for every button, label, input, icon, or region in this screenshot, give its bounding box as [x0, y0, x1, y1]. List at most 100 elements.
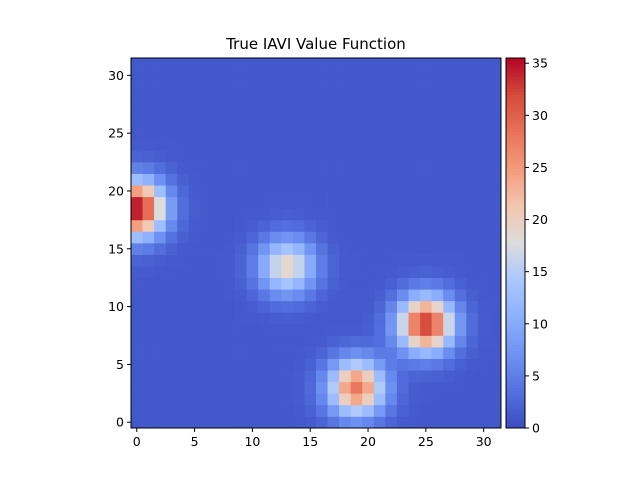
- heatmap-cell: [258, 58, 271, 70]
- heatmap-cell: [142, 266, 155, 279]
- colorbar-segment: [506, 221, 525, 225]
- heatmap-cell: [200, 312, 213, 325]
- heatmap-cell: [281, 150, 294, 163]
- colorbar-segment: [506, 320, 525, 324]
- heatmap-cell: [165, 173, 178, 186]
- colorbar-segment: [506, 329, 525, 333]
- heatmap-cell: [420, 416, 432, 429]
- heatmap-cell: [188, 370, 201, 383]
- heatmap-cell: [154, 150, 167, 163]
- heatmap-cell: [269, 185, 282, 198]
- heatmap-cell: [292, 381, 305, 394]
- colorbar-segment: [506, 206, 525, 210]
- heatmap-cell: [131, 127, 143, 140]
- heatmap-cell: [477, 58, 490, 70]
- heatmap-cell: [477, 335, 490, 348]
- heatmap-cell: [177, 115, 190, 128]
- heatmap-cell: [316, 69, 328, 82]
- colorbar-segment: [506, 110, 525, 114]
- heatmap-cell: [177, 358, 190, 371]
- heatmap-cell: [362, 104, 375, 117]
- colorbar-segment: [506, 258, 525, 262]
- heatmap-cell: [489, 254, 502, 267]
- heatmap-cell: [211, 370, 224, 383]
- heatmap-cell: [269, 370, 282, 383]
- heatmap-cell: [350, 393, 363, 406]
- heatmap-cell: [431, 254, 444, 267]
- heatmap-cell: [443, 243, 456, 255]
- heatmap-cell: [223, 104, 236, 117]
- heatmap-cell: [131, 370, 143, 383]
- heatmap-cell: [489, 69, 502, 82]
- heatmap-cell: [154, 277, 167, 290]
- heatmap-cell: [466, 335, 479, 348]
- heatmap-cell: [420, 404, 432, 417]
- heatmap-cell: [142, 138, 155, 151]
- heatmap-cell: [142, 104, 155, 117]
- heatmap-cell: [385, 231, 398, 244]
- heatmap-cell: [454, 162, 467, 174]
- colorbar-segment: [506, 64, 525, 68]
- heatmap-cell: [188, 231, 201, 244]
- heatmap-cell: [258, 185, 271, 198]
- heatmap-cell: [373, 243, 386, 255]
- heatmap-cell: [339, 312, 352, 325]
- colorbar-segment: [506, 289, 525, 293]
- heatmap-cell: [420, 254, 432, 267]
- heatmap-cell: [420, 104, 432, 117]
- heatmap-cell: [477, 381, 490, 394]
- heatmap-cell: [408, 196, 421, 209]
- heatmap-cell: [281, 393, 294, 406]
- heatmap-cell: [431, 289, 444, 302]
- heatmap-cell: [177, 335, 190, 348]
- heatmap-cell: [350, 58, 363, 70]
- heatmap-cell: [373, 150, 386, 163]
- heatmap-cell: [420, 196, 432, 209]
- heatmap-cell: [235, 404, 247, 417]
- heatmap-cell: [223, 347, 236, 359]
- heatmap-cell: [177, 196, 190, 209]
- heatmap-cell: [188, 381, 201, 394]
- heatmap-cell: [235, 92, 247, 105]
- colorbar-segment: [506, 190, 525, 195]
- heatmap-cell: [396, 277, 409, 290]
- heatmap-cell: [477, 416, 490, 429]
- heatmap-cell: [211, 231, 224, 244]
- heatmap-cell: [408, 138, 421, 151]
- heatmap-cell: [443, 58, 456, 70]
- heatmap-cell: [431, 370, 444, 383]
- heatmap-cell: [304, 404, 317, 417]
- heatmap-cell: [223, 58, 236, 70]
- colorbar-segment: [506, 283, 525, 287]
- colorbar-segment: [506, 144, 525, 148]
- colorbar: 0 5 10 15 20 25 30 35: [505, 56, 548, 436]
- heatmap-cell: [211, 173, 224, 186]
- heatmap-cell: [223, 404, 236, 417]
- heatmap-cell: [177, 69, 190, 82]
- heatmap-cell: [443, 416, 456, 429]
- heatmap-cell: [489, 312, 502, 325]
- heatmap-cell: [408, 219, 421, 232]
- heatmap-cell: [316, 92, 328, 105]
- heatmap-cell: [269, 358, 282, 371]
- heatmap-cell: [396, 404, 409, 417]
- heatmap-cell: [165, 127, 178, 140]
- heatmap-cell: [211, 104, 224, 117]
- heatmap-cell: [304, 266, 317, 279]
- colorbar-tick-label: 35: [532, 56, 548, 71]
- heatmap-cell: [281, 173, 294, 186]
- heatmap-cell: [350, 231, 363, 244]
- heatmap-cell: [362, 312, 375, 325]
- heatmap-cell: [431, 69, 444, 82]
- heatmap-cell: [200, 300, 213, 313]
- heatmap-cell: [211, 312, 224, 325]
- heatmap-cell: [246, 231, 259, 244]
- heatmap-cell: [443, 185, 456, 198]
- heatmap-cell: [327, 358, 340, 371]
- colorbar-segment: [506, 261, 525, 265]
- heatmap-cell: [443, 81, 456, 94]
- heatmap-cell: [420, 58, 432, 70]
- heatmap-cell: [292, 69, 305, 82]
- colorbar-segment: [506, 125, 525, 130]
- y-tick-label: 20: [108, 183, 124, 198]
